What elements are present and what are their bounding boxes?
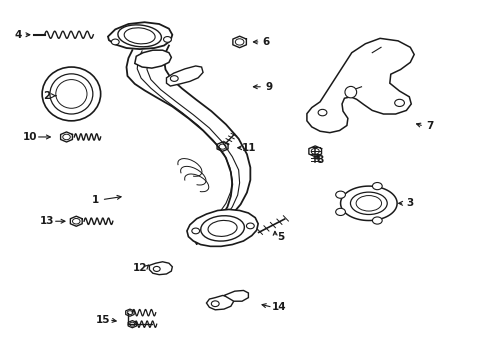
Ellipse shape — [211, 301, 219, 307]
Text: 9: 9 — [265, 82, 272, 92]
Text: 11: 11 — [242, 143, 256, 153]
Polygon shape — [340, 186, 396, 221]
Ellipse shape — [191, 228, 199, 234]
Text: 6: 6 — [262, 37, 269, 47]
Text: 14: 14 — [271, 302, 285, 312]
Polygon shape — [108, 22, 172, 49]
Polygon shape — [186, 210, 258, 246]
Polygon shape — [149, 262, 172, 275]
Ellipse shape — [42, 67, 101, 121]
Ellipse shape — [318, 109, 326, 116]
Text: 5: 5 — [277, 232, 284, 242]
Ellipse shape — [118, 25, 161, 47]
Text: 4: 4 — [14, 30, 21, 40]
Ellipse shape — [344, 86, 356, 98]
Text: 12: 12 — [132, 263, 146, 273]
Text: 13: 13 — [40, 216, 54, 226]
Text: 7: 7 — [425, 121, 432, 131]
Ellipse shape — [246, 223, 254, 229]
Ellipse shape — [163, 37, 171, 42]
Ellipse shape — [170, 76, 178, 81]
Text: 15: 15 — [96, 315, 110, 325]
Ellipse shape — [153, 266, 160, 271]
Ellipse shape — [350, 192, 386, 215]
Polygon shape — [166, 66, 203, 86]
Ellipse shape — [335, 208, 345, 216]
Text: 3: 3 — [406, 198, 413, 208]
Text: 1: 1 — [92, 195, 99, 205]
Ellipse shape — [394, 99, 404, 107]
Ellipse shape — [372, 217, 382, 224]
Ellipse shape — [335, 191, 345, 198]
Ellipse shape — [201, 216, 244, 241]
Ellipse shape — [372, 183, 382, 190]
Polygon shape — [135, 50, 171, 68]
Polygon shape — [224, 291, 248, 301]
Text: 8: 8 — [316, 155, 323, 165]
Polygon shape — [206, 296, 233, 310]
Polygon shape — [306, 39, 413, 133]
Text: 10: 10 — [22, 132, 37, 142]
Ellipse shape — [111, 39, 119, 45]
Text: 2: 2 — [43, 91, 51, 101]
